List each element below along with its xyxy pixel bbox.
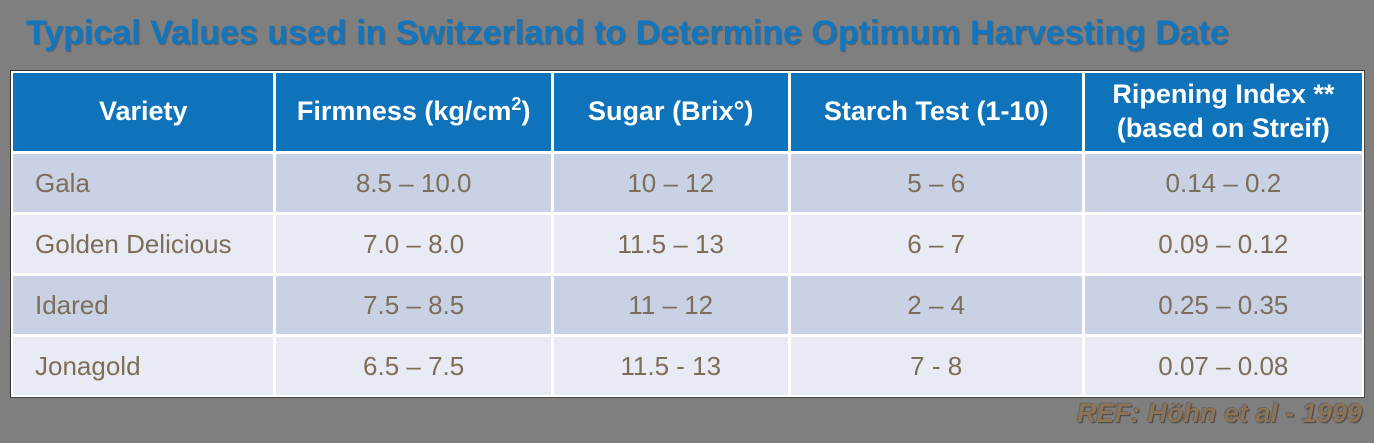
table-cell: 7.0 – 8.0 [276, 215, 551, 273]
column-header-ripening: Ripening Index ** (based on Streif) [1084, 73, 1362, 151]
table-cell: 0.14 – 0.2 [1084, 154, 1362, 212]
table-cell: 7 - 8 [790, 337, 1082, 395]
table-cell: 0.25 – 0.35 [1084, 276, 1362, 334]
table-grid: Variety Firmness (kg/cm2) Sugar (Brix°) … [13, 73, 1362, 395]
column-header-variety: Variety [13, 73, 274, 151]
reference-citation: REF: Höhn et al - 1999 [1076, 398, 1362, 428]
table-cell: 5 – 6 [790, 154, 1082, 212]
column-header-sugar: Sugar (Brix°) [553, 73, 788, 151]
page-title: Typical Values used in Switzerland to De… [26, 14, 1229, 52]
firmness-label: Firmness (kg/cm2) [296, 94, 531, 127]
table-cell: 10 – 12 [553, 154, 788, 212]
column-header-starch: Starch Test (1-10) [790, 73, 1082, 151]
cell-variety: Gala [13, 154, 274, 212]
harvest-values-table: Variety Firmness (kg/cm2) Sugar (Brix°) … [10, 70, 1365, 398]
table-cell: 11.5 - 13 [553, 337, 788, 395]
table-cell: 8.5 – 10.0 [276, 154, 551, 212]
cell-variety: Idared [13, 276, 274, 334]
superscript-2: 2 [511, 94, 522, 115]
cell-variety: Golden Delicious [13, 215, 274, 273]
table-cell: 6 – 7 [790, 215, 1082, 273]
table-cell: 0.09 – 0.12 [1084, 215, 1362, 273]
table-cell: 6.5 – 7.5 [276, 337, 551, 395]
table-cell: 0.07 – 0.08 [1084, 337, 1362, 395]
table-cell: 2 – 4 [790, 276, 1082, 334]
table-cell: 11.5 – 13 [553, 215, 788, 273]
table-cell: 11 – 12 [553, 276, 788, 334]
ripening-label: Ripening Index ** (based on Streif) [1112, 79, 1335, 143]
column-header-firmness: Firmness (kg/cm2) [276, 73, 551, 151]
cell-variety: Jonagold [13, 337, 274, 395]
table-cell: 7.5 – 8.5 [276, 276, 551, 334]
